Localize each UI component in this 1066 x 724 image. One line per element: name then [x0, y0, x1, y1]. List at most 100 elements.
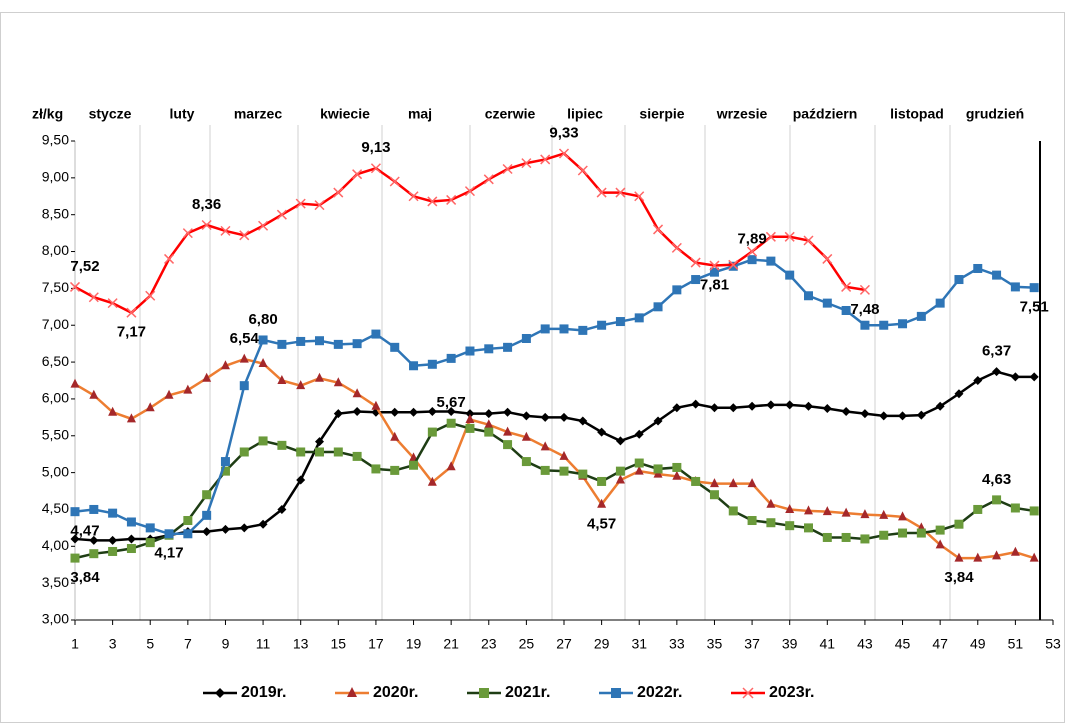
marker: [615, 317, 625, 327]
marker: [766, 498, 776, 508]
marker: [333, 187, 344, 198]
month-label: grudzień: [966, 106, 1024, 122]
marker: [728, 506, 738, 516]
data-label: 8,36: [192, 196, 221, 213]
marker: [408, 191, 419, 202]
x-tick-label: 33: [669, 636, 685, 652]
data-label: 7,17: [117, 324, 146, 341]
marker: [879, 320, 889, 330]
marker: [804, 401, 813, 411]
marker: [671, 242, 682, 253]
marker: [973, 504, 983, 514]
marker: [409, 460, 419, 470]
marker: [145, 402, 155, 412]
marker: [296, 380, 306, 390]
marker: [371, 329, 381, 339]
marker: [1010, 282, 1020, 292]
marker: [1029, 506, 1039, 516]
data-label: 4,47: [70, 523, 99, 540]
month-label: listopad: [890, 106, 944, 122]
marker: [690, 257, 701, 268]
x-tick-label: 17: [368, 636, 384, 652]
marker: [540, 441, 550, 451]
marker: [296, 447, 306, 457]
marker: [804, 523, 813, 533]
x-tick-label: 11: [256, 636, 271, 652]
marker: [89, 504, 99, 514]
x-tick-label: 9: [222, 636, 230, 652]
series-line: [74, 258, 1035, 536]
series-line: [74, 421, 1035, 560]
marker: [691, 476, 701, 486]
marker: [992, 367, 1002, 377]
marker: [841, 305, 851, 315]
marker: [898, 319, 908, 329]
y-tick-label: 5,50: [42, 426, 69, 442]
marker: [446, 353, 456, 363]
marker: [258, 220, 269, 231]
marker: [709, 490, 719, 500]
data-label: 4,17: [154, 545, 183, 562]
marker: [954, 275, 964, 285]
marker: [258, 436, 268, 446]
marker: [860, 409, 870, 419]
chart-frame: [0, 12, 1065, 723]
y-axis-title: zł/kg: [32, 106, 63, 122]
x-tick-label: 23: [481, 636, 497, 652]
marker: [954, 552, 964, 562]
marker: [597, 498, 607, 508]
data-label: 7,52: [70, 258, 99, 275]
marker: [69, 281, 81, 292]
marker: [465, 346, 475, 356]
marker: [615, 466, 625, 476]
marker: [822, 298, 832, 308]
marker: [784, 231, 795, 242]
marker: [653, 224, 664, 235]
y-tick-label: 6,00: [42, 390, 69, 406]
marker: [277, 375, 287, 384]
marker: [597, 320, 607, 330]
marker: [126, 517, 136, 527]
marker: [220, 360, 230, 370]
y-tick-label: 3,50: [42, 574, 69, 590]
marker: [126, 307, 137, 318]
marker: [615, 187, 626, 198]
marker: [70, 378, 80, 388]
marker: [742, 687, 754, 699]
x-tick-label: 41: [820, 636, 836, 652]
marker: [484, 419, 494, 429]
marker: [258, 519, 268, 529]
marker: [390, 465, 400, 475]
marker: [427, 196, 438, 207]
marker: [484, 427, 494, 437]
marker: [183, 516, 193, 526]
marker: [898, 528, 908, 538]
data-label: 6,37: [982, 343, 1011, 360]
marker: [427, 476, 437, 486]
marker: [258, 358, 268, 368]
marker: [766, 400, 776, 410]
marker: [465, 423, 475, 433]
marker: [916, 410, 926, 420]
marker: [559, 324, 569, 334]
marker: [615, 436, 625, 446]
marker: [596, 187, 607, 198]
marker: [935, 539, 945, 549]
marker: [239, 381, 249, 391]
legend-item: 2020r.: [335, 684, 418, 701]
marker: [503, 440, 513, 450]
marker: [107, 298, 118, 309]
marker: [479, 688, 489, 698]
series-line: [74, 357, 1035, 560]
month-label: kwiecie: [320, 106, 370, 122]
marker: [465, 414, 475, 424]
marker: [502, 163, 513, 175]
marker: [220, 466, 230, 476]
marker: [295, 198, 306, 209]
marker: [484, 344, 494, 354]
marker: [728, 261, 738, 271]
marker: [483, 174, 494, 185]
marker: [409, 407, 419, 417]
marker: [879, 509, 889, 519]
